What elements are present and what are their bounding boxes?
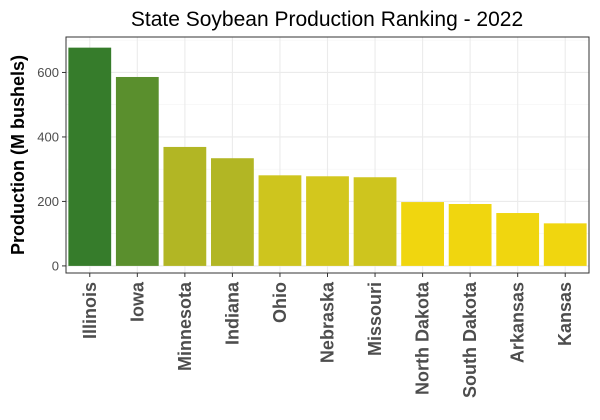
x-tick-label: Kansas (555, 282, 575, 346)
bar-missouri (353, 177, 397, 266)
y-tick-label: 400 (37, 129, 59, 144)
x-tick-label: South Dakota (460, 281, 480, 398)
bar-minnesota (163, 146, 207, 266)
bar-arkansas (496, 213, 540, 266)
x-tick-label: Missouri (365, 282, 385, 356)
bar-indiana (211, 158, 254, 266)
plot-panel (66, 37, 589, 273)
bar-south-dakota (448, 204, 492, 266)
x-tick-label: Ohio (270, 282, 290, 323)
y-tick-label: 200 (37, 194, 59, 209)
bar-ohio (258, 175, 302, 266)
y-axis-label: Production (M bushels) (8, 55, 28, 255)
x-tick-label: North Dakota (413, 281, 433, 395)
chart-title: State Soybean Production Ranking - 2022 (131, 8, 523, 31)
x-tick-label: Indiana (222, 281, 242, 345)
panel-border (65, 36, 590, 274)
bar-north-dakota (401, 202, 444, 266)
bar-illinois (68, 47, 112, 266)
x-tick-label: Minnesota (175, 281, 195, 371)
bar-kansas (543, 223, 587, 266)
y-tick-label: 600 (37, 65, 59, 80)
bar-nebraska (306, 176, 349, 266)
x-tick-label: Iowa (127, 281, 147, 322)
x-tick-label: Illinois (80, 282, 100, 339)
bar-iowa (115, 76, 159, 266)
x-tick-label: Nebraska (318, 281, 338, 363)
x-tick-label: Arkansas (508, 282, 528, 363)
y-tick-label: 0 (52, 258, 59, 273)
